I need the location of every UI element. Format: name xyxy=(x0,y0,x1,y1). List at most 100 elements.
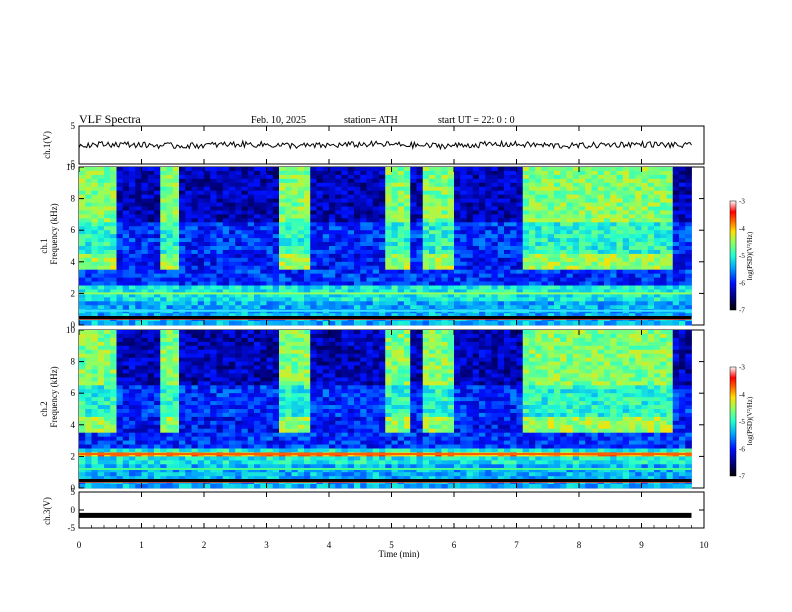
spec1-cell xyxy=(416,194,424,199)
spec1-cell xyxy=(304,293,311,298)
spec2-cell xyxy=(166,385,174,390)
spec1-cell xyxy=(397,226,405,231)
spec1-cell xyxy=(391,190,399,196)
spec1-cell xyxy=(260,249,267,255)
spec1-cell xyxy=(391,289,399,294)
spec1-cell xyxy=(229,289,236,294)
spec2-cell xyxy=(197,393,205,398)
spec1-cell xyxy=(197,261,205,267)
spec1-cell xyxy=(347,301,355,306)
ch1-spectrogram-image xyxy=(79,167,692,326)
spec2-cell xyxy=(179,353,186,359)
spec1-cell xyxy=(535,297,542,302)
spec2-cell xyxy=(104,401,111,406)
spec1-cell xyxy=(385,174,392,180)
spec1-cell xyxy=(622,238,630,243)
spec1-cell xyxy=(172,277,180,282)
spec1-cell xyxy=(622,194,630,199)
spec1-cell xyxy=(535,265,542,271)
spec2-cell xyxy=(129,456,136,461)
spec1-cell xyxy=(647,261,655,267)
spec1-cell xyxy=(510,182,517,188)
spec2-cell xyxy=(129,393,136,398)
spec1-cell xyxy=(322,277,330,282)
spec1-cell xyxy=(547,321,555,326)
spec1-cell xyxy=(479,218,486,223)
spec1-cell xyxy=(422,249,430,255)
spec2-cell xyxy=(110,448,117,453)
spec1-cell xyxy=(147,321,155,326)
spec2-cell xyxy=(122,369,130,374)
spec1-cell xyxy=(241,178,249,184)
spec2-cell xyxy=(79,357,86,362)
spec1-cell xyxy=(129,210,136,215)
spec1-cell xyxy=(347,293,355,298)
spec2-cell xyxy=(116,436,124,441)
spec2-cell xyxy=(97,373,105,378)
spec1-cell xyxy=(479,281,486,286)
spec1-cell xyxy=(185,214,192,219)
spec2-cell xyxy=(79,484,86,489)
spec1-cell xyxy=(347,202,355,207)
spec1-cell xyxy=(647,190,655,196)
spec2-cell xyxy=(85,436,92,441)
spec2-cell xyxy=(166,428,174,434)
spec1-cell xyxy=(354,202,361,207)
spec2-cell xyxy=(185,424,192,430)
spec1-cell xyxy=(666,285,674,290)
spec1-cell xyxy=(91,285,99,290)
spec1-cell xyxy=(166,218,174,223)
spec1-cell xyxy=(516,289,524,294)
spec1-cell xyxy=(160,186,167,192)
spec2-cell xyxy=(85,412,92,418)
spec1-cell xyxy=(554,249,561,255)
spec1-cell xyxy=(429,182,436,188)
spec1-cell xyxy=(179,246,186,251)
spec1-cell xyxy=(197,194,205,199)
spec1-cell xyxy=(341,277,349,282)
spec1-cell xyxy=(185,269,192,275)
spec1-cell xyxy=(447,234,455,239)
spec1-cell xyxy=(460,297,467,302)
spec1-cell xyxy=(629,277,636,282)
spec1-cell xyxy=(285,313,292,318)
spec2-cell xyxy=(241,409,249,414)
spec1-cell xyxy=(622,178,630,184)
spec2-cell xyxy=(241,361,249,366)
spec1-cell xyxy=(504,265,511,271)
spec1-cell xyxy=(254,269,261,275)
spec2-cell xyxy=(172,369,180,374)
spec2-cell xyxy=(116,357,124,362)
spec1-cell xyxy=(460,167,467,172)
spec1-cell xyxy=(316,273,324,278)
spec1-cell xyxy=(110,246,117,251)
spec1-cell xyxy=(91,214,99,219)
spec1-cell xyxy=(235,218,242,223)
spec1-cell xyxy=(291,265,299,271)
spec1-cell xyxy=(135,257,142,263)
spec1-cell xyxy=(172,167,180,172)
spec1-cell xyxy=(391,301,399,306)
spec1-cell xyxy=(422,206,430,211)
spec1-cell xyxy=(304,182,311,188)
spec1-cell xyxy=(497,277,505,282)
spec1-cell xyxy=(216,293,224,298)
spec1-cell xyxy=(585,234,592,239)
spec1-cell xyxy=(235,281,242,286)
spec1-cell xyxy=(622,226,630,231)
spec1-cell xyxy=(560,265,567,271)
spec1-cell xyxy=(391,210,399,215)
spec1-cell xyxy=(685,285,692,290)
spec1-cell xyxy=(266,202,274,207)
spec1-cell xyxy=(660,178,667,184)
spec1-cell xyxy=(216,265,224,271)
spec1-cell xyxy=(410,273,417,278)
spec1-cell xyxy=(129,293,136,298)
spec1-cell xyxy=(235,186,242,192)
spec2-cell xyxy=(185,412,192,418)
spec1-cell xyxy=(291,234,299,239)
spec1-cell xyxy=(316,301,324,306)
spec2-cell xyxy=(179,377,186,382)
spec1-cell xyxy=(410,238,417,243)
spec1-cell xyxy=(266,253,274,259)
